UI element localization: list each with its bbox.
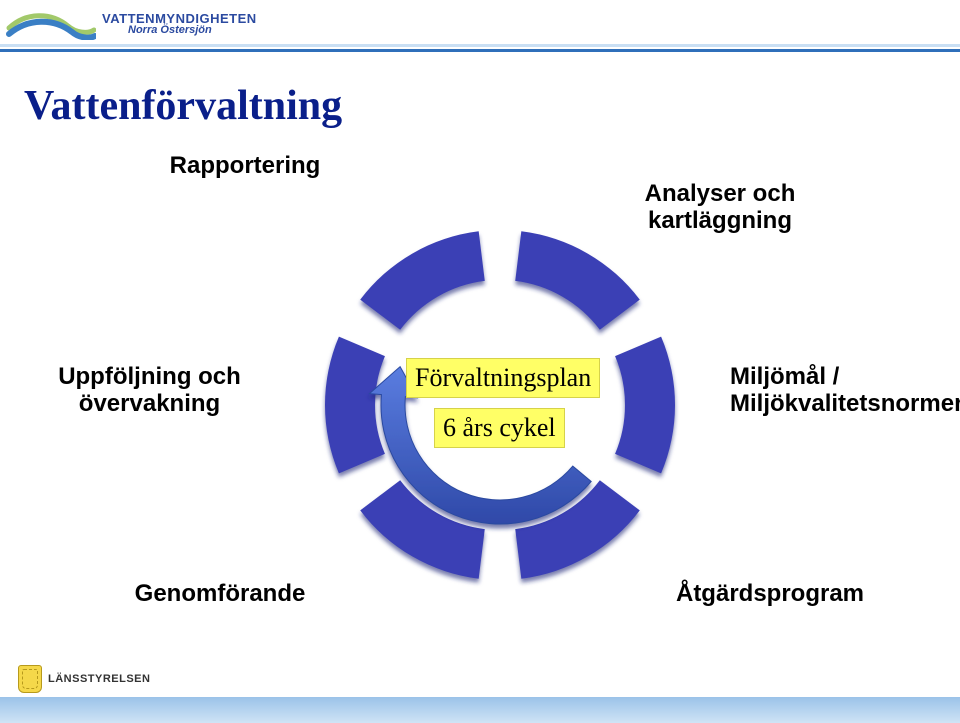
label-mid-right: Miljömål / Miljökvalitetsnormer: [730, 335, 960, 418]
org-bottom-text: LÄNSSTYRELSEN: [48, 673, 150, 685]
cycle-segment: [325, 337, 385, 474]
slide-stage: VATTENMYNDIGHETEN Norra Östersjön Vatten…: [0, 0, 960, 723]
label-top-right: Analyser och kartläggning: [590, 152, 850, 235]
center-label-2: 6 års cykel: [434, 408, 565, 448]
cycle-segment: [615, 337, 675, 474]
center-label-1: Förvaltningsplan: [406, 358, 600, 398]
footer-gradient: [0, 697, 960, 723]
label-bottom-right: Åtgärdsprogram: [640, 580, 900, 608]
label-mid-left: Uppföljning och övervakning: [32, 335, 267, 418]
label-bottom-left: Genomförande: [100, 580, 340, 608]
label-text: Åtgärdsprogram: [676, 580, 864, 607]
label-text: Analyser och kartläggning: [645, 180, 796, 235]
label-text: Miljömål / Miljökvalitetsnormer: [730, 363, 960, 418]
crest-icon: [18, 665, 42, 693]
cycle-segment: [515, 231, 640, 329]
label-text: Uppföljning och övervakning: [58, 363, 241, 418]
cycle-segment: [360, 231, 485, 329]
label-text: Rapportering: [170, 152, 321, 179]
label-top-left: Rapportering: [135, 152, 355, 180]
label-text: Genomförande: [135, 580, 306, 607]
org-logo-bottom: LÄNSSTYRELSEN: [18, 665, 150, 693]
